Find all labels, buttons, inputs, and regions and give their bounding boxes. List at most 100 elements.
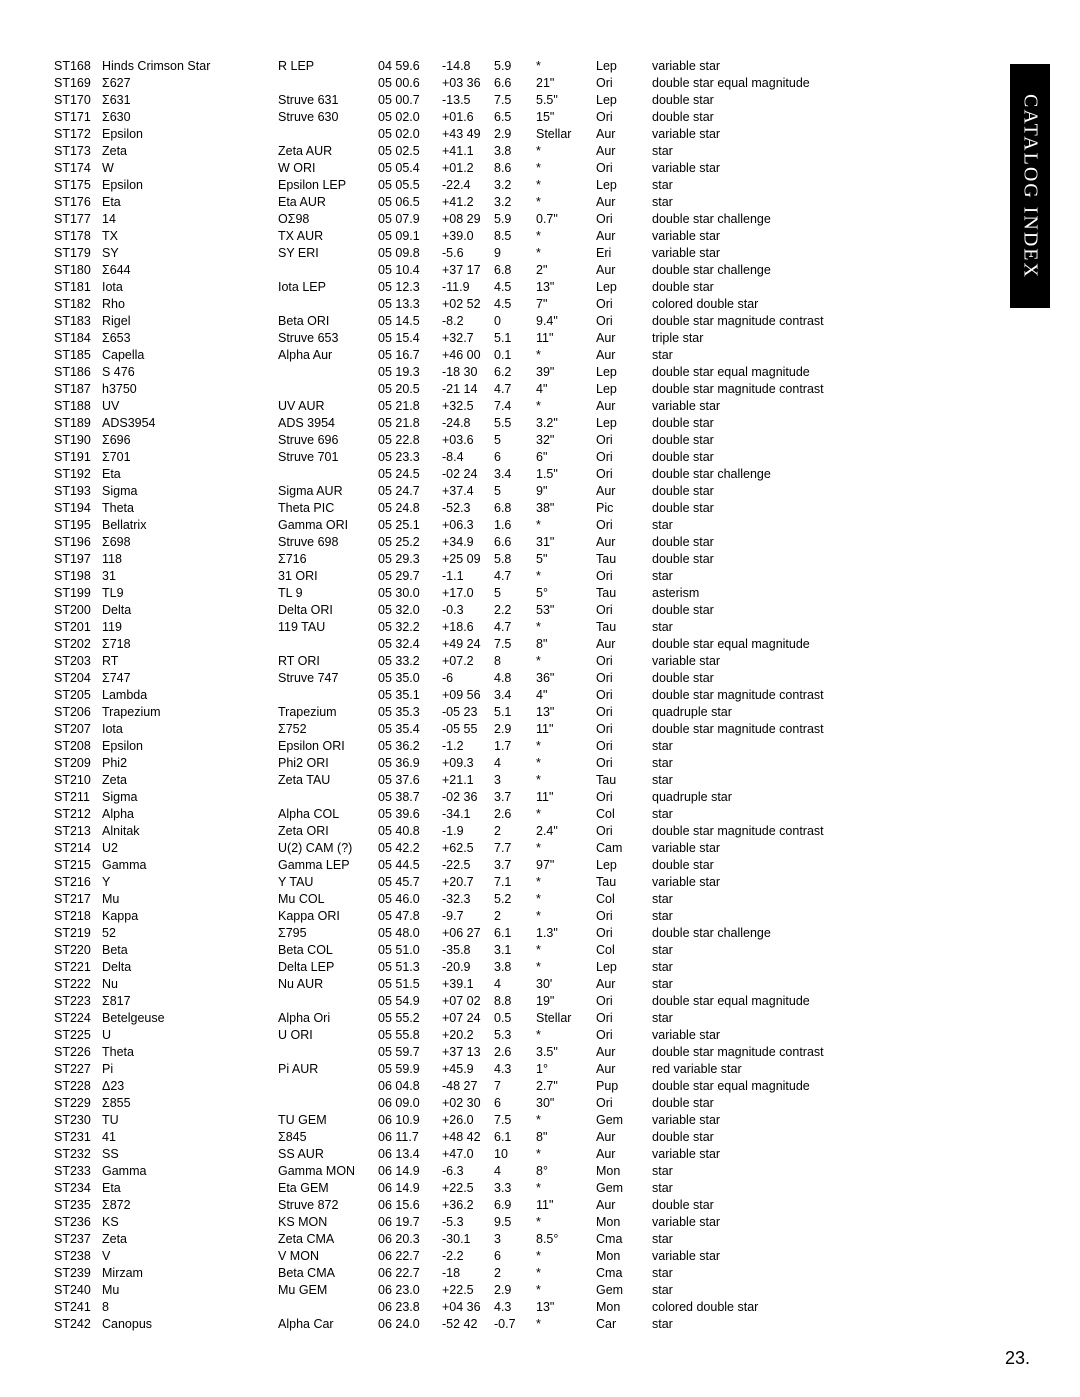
table-cell: TL9 bbox=[102, 585, 278, 602]
table-row: ST221DeltaDelta LEP05 51.3-20.93.8*Lepst… bbox=[54, 959, 1026, 976]
table-cell: 05 29.3 bbox=[378, 551, 442, 568]
table-cell: Aur bbox=[596, 194, 652, 211]
table-cell: Sigma bbox=[102, 789, 278, 806]
table-cell: 1.6 bbox=[494, 517, 536, 534]
table-cell: ST223 bbox=[54, 993, 102, 1010]
table-cell: Aur bbox=[596, 976, 652, 993]
table-cell: Col bbox=[596, 942, 652, 959]
table-cell: ST239 bbox=[54, 1265, 102, 1282]
table-cell: ST213 bbox=[54, 823, 102, 840]
table-cell: -48 27 bbox=[442, 1078, 494, 1095]
table-cell: Alpha COL bbox=[278, 806, 378, 823]
table-cell: 05 36.2 bbox=[378, 738, 442, 755]
table-cell: Aur bbox=[596, 1044, 652, 1061]
table-cell: 4" bbox=[536, 381, 596, 398]
table-cell: 2" bbox=[536, 262, 596, 279]
table-cell: SS bbox=[102, 1146, 278, 1163]
table-cell: ST203 bbox=[54, 653, 102, 670]
table-cell: variable star bbox=[652, 398, 1026, 415]
table-row: ST237ZetaZeta CMA06 20.3-30.138.5°Cmasta… bbox=[54, 1231, 1026, 1248]
table-row: ST233GammaGamma MON06 14.9-6.348°Monstar bbox=[54, 1163, 1026, 1180]
table-cell: KS MON bbox=[278, 1214, 378, 1231]
table-row: ST211Sigma05 38.7-02 363.711"Oriquadrupl… bbox=[54, 789, 1026, 806]
table-cell: -8.2 bbox=[442, 313, 494, 330]
table-cell: Phi2 bbox=[102, 755, 278, 772]
table-cell: * bbox=[536, 177, 596, 194]
table-cell: 05 20.5 bbox=[378, 381, 442, 398]
table-row: ST225UU ORI05 55.8+20.25.3*Orivariable s… bbox=[54, 1027, 1026, 1044]
table-cell: -20.9 bbox=[442, 959, 494, 976]
table-cell: Struve 696 bbox=[278, 432, 378, 449]
table-cell: * bbox=[536, 1146, 596, 1163]
sidebar-label: CATALOG INDEX bbox=[1019, 94, 1042, 279]
table-cell: ST196 bbox=[54, 534, 102, 551]
table-cell: 4 bbox=[494, 976, 536, 993]
table-cell: Σ752 bbox=[278, 721, 378, 738]
table-cell: Σ716 bbox=[278, 551, 378, 568]
table-cell: +37 13 bbox=[442, 1044, 494, 1061]
table-cell: ST242 bbox=[54, 1316, 102, 1333]
table-cell: Cma bbox=[596, 1265, 652, 1282]
table-cell: ST233 bbox=[54, 1163, 102, 1180]
table-cell: ST173 bbox=[54, 143, 102, 160]
table-cell: -8.4 bbox=[442, 449, 494, 466]
table-cell: * bbox=[536, 874, 596, 891]
table-cell: +06 27 bbox=[442, 925, 494, 942]
table-row: ST236KSKS MON06 19.7-5.39.5*Monvariable … bbox=[54, 1214, 1026, 1231]
table-cell: UV AUR bbox=[278, 398, 378, 415]
table-cell: * bbox=[536, 891, 596, 908]
table-cell: double star bbox=[652, 1129, 1026, 1146]
table-cell: SY ERI bbox=[278, 245, 378, 262]
table-row: ST171Σ630Struve 63005 02.0+01.66.515"Ori… bbox=[54, 109, 1026, 126]
table-cell: 05 36.9 bbox=[378, 755, 442, 772]
table-cell: variable star bbox=[652, 126, 1026, 143]
table-row: ST197118Σ71605 29.3+25 095.85"Taudouble … bbox=[54, 551, 1026, 568]
table-cell: SY bbox=[102, 245, 278, 262]
table-cell: ST191 bbox=[54, 449, 102, 466]
table-cell: Struve 630 bbox=[278, 109, 378, 126]
table-cell: 7.4 bbox=[494, 398, 536, 415]
table-cell: 36" bbox=[536, 670, 596, 687]
table-cell: 2.2 bbox=[494, 602, 536, 619]
table-cell: ST211 bbox=[54, 789, 102, 806]
table-cell: * bbox=[536, 942, 596, 959]
table-cell: +34.9 bbox=[442, 534, 494, 551]
table-cell: Ori bbox=[596, 160, 652, 177]
table-cell: 2.9 bbox=[494, 126, 536, 143]
table-cell: 7.7 bbox=[494, 840, 536, 857]
table-cell: double star challenge bbox=[652, 466, 1026, 483]
table-cell: Mu bbox=[102, 891, 278, 908]
table-cell: +32.7 bbox=[442, 330, 494, 347]
table-cell: 05 35.1 bbox=[378, 687, 442, 704]
table-cell: +49 24 bbox=[442, 636, 494, 653]
table-cell: Y bbox=[102, 874, 278, 891]
table-cell: 7 bbox=[494, 1078, 536, 1095]
table-cell: variable star bbox=[652, 1112, 1026, 1129]
table-cell: 8.5 bbox=[494, 228, 536, 245]
table-cell: Mon bbox=[596, 1214, 652, 1231]
table-cell: double star magnitude contrast bbox=[652, 721, 1026, 738]
table-row: ST224BetelgeuseAlpha Ori05 55.2+07 240.5… bbox=[54, 1010, 1026, 1027]
table-cell: 2.6 bbox=[494, 1044, 536, 1061]
table-cell: Gem bbox=[596, 1180, 652, 1197]
table-cell: Pi AUR bbox=[278, 1061, 378, 1078]
table-cell: ST231 bbox=[54, 1129, 102, 1146]
table-cell: ST193 bbox=[54, 483, 102, 500]
table-cell: ST201 bbox=[54, 619, 102, 636]
table-cell: Iota LEP bbox=[278, 279, 378, 296]
table-cell: 05 24.5 bbox=[378, 466, 442, 483]
table-cell: Col bbox=[596, 806, 652, 823]
table-cell: 3.4 bbox=[494, 466, 536, 483]
table-cell: double star bbox=[652, 602, 1026, 619]
table-cell: ST184 bbox=[54, 330, 102, 347]
table-cell: Lep bbox=[596, 959, 652, 976]
table-cell: ST226 bbox=[54, 1044, 102, 1061]
table-row: ST230TUTU GEM06 10.9+26.07.5*Gemvariable… bbox=[54, 1112, 1026, 1129]
table-cell: Car bbox=[596, 1316, 652, 1333]
table-cell: +62.5 bbox=[442, 840, 494, 857]
table-row: ST17714OΣ9805 07.9+08 295.90.7"Oridouble… bbox=[54, 211, 1026, 228]
table-cell: 4 bbox=[494, 755, 536, 772]
table-cell: double star bbox=[652, 1095, 1026, 1112]
table-cell: 05 51.3 bbox=[378, 959, 442, 976]
table-cell: +36.2 bbox=[442, 1197, 494, 1214]
